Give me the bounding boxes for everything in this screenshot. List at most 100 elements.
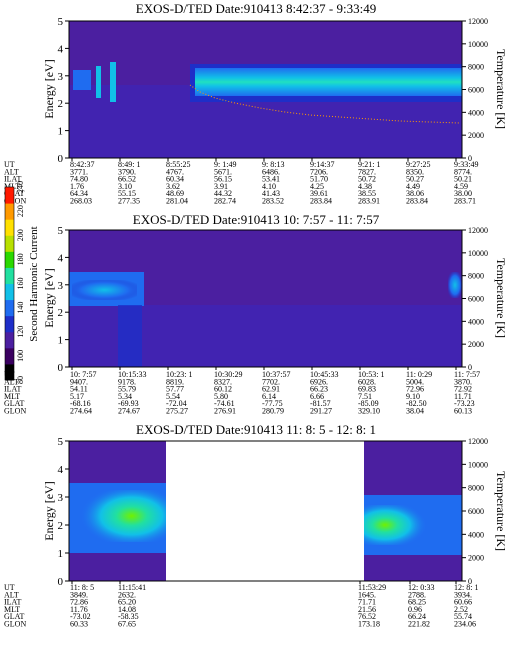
info-cell: 280.79 <box>262 407 284 416</box>
info-cell: 66.24 <box>408 612 426 621</box>
right-tick-label: 10000 <box>468 40 488 49</box>
panel-1-y-label-right: Temperature [K] <box>494 49 505 129</box>
info-cell: 51.70 <box>310 175 328 184</box>
info-cell: 4.25 <box>310 182 324 191</box>
info-cell: 4.49 <box>406 182 420 191</box>
info-cell: 5.17 <box>70 392 84 401</box>
right-tick-label: 4000 <box>468 108 484 117</box>
info-cell: 10:45:33 <box>310 370 338 379</box>
left-tick-label: 3 <box>58 280 64 292</box>
info-cell: 173.18 <box>358 620 380 629</box>
info-cell: -58.35 <box>118 612 139 621</box>
info-row-label: GLAT <box>4 612 25 621</box>
right-tick-label: 2000 <box>468 554 484 563</box>
colorbar-ticks: 80 100 120 140 160 180 200 220 240 <box>16 181 25 384</box>
info-cell: 66.52 <box>118 175 136 184</box>
colorbar-tick-label: 220 <box>16 205 25 217</box>
info-cell: 50.72 <box>358 175 376 184</box>
info-cell: -81.57 <box>310 399 331 408</box>
info-cell: 12: 8: 1 <box>454 583 478 592</box>
info-cell: 50.21 <box>454 175 472 184</box>
left-tick-label: 0 <box>58 576 64 588</box>
info-cell: 2.52 <box>454 605 468 614</box>
colorbar-tick-label: 100 <box>16 350 25 362</box>
right-tick-label: 12000 <box>468 226 488 235</box>
info-cell: 6028. <box>358 377 376 386</box>
info-cell: 283.71 <box>454 197 476 206</box>
panel-2-right-axis: 0 2000 4000 6000 8000 10000 12000 <box>462 226 488 372</box>
info-cell: 7702. <box>262 377 280 386</box>
info-cell: 9178. <box>118 377 136 386</box>
info-cell: 8819. <box>166 377 184 386</box>
info-cell: 282.74 <box>214 197 236 206</box>
info-cell: -74.61 <box>214 399 235 408</box>
info-cell: 11: 7:57 <box>454 370 480 379</box>
colorbar-swatch <box>5 203 14 220</box>
info-cell: 48.69 <box>166 189 184 198</box>
info-cell: 6926. <box>310 377 328 386</box>
panel-1-left-stripe-a <box>96 66 101 98</box>
info-cell: 11.76 <box>70 605 88 614</box>
info-cell: 3.91 <box>214 182 228 191</box>
info-cell: 72.96 <box>406 385 424 394</box>
info-cell: 67.65 <box>118 620 136 629</box>
right-tick-label: 8000 <box>468 484 484 493</box>
info-cell: -77.75 <box>262 399 283 408</box>
info-cell: 5.80 <box>214 392 228 401</box>
info-cell: 274.67 <box>118 407 140 416</box>
left-tick-label: 4 <box>58 43 64 55</box>
info-cell: 5.54 <box>166 392 180 401</box>
info-cell: 10:23: 1 <box>166 370 192 379</box>
right-tick-label: 2000 <box>468 340 484 349</box>
info-row-label: ALT <box>4 167 19 176</box>
left-tick-label: 5 <box>58 436 64 448</box>
info-cell: 9:27:25 <box>406 160 430 169</box>
colorbar-swatch <box>5 299 14 317</box>
info-row-label: ILAT <box>4 385 21 394</box>
info-cell: 4.38 <box>358 182 372 191</box>
info-row-label: GLON <box>4 197 26 206</box>
info-cell: 11:15:41 <box>118 583 146 592</box>
info-cell: 275.27 <box>166 407 188 416</box>
left-tick-label: 1 <box>58 126 64 138</box>
info-cell: 9: 1:49 <box>214 160 236 169</box>
info-cell: 7206. <box>310 167 328 176</box>
info-cell: 4.10 <box>262 182 276 191</box>
info-cell: 2788. <box>408 590 426 599</box>
info-cell: 3.10 <box>118 182 132 191</box>
info-cell: 39.61 <box>310 189 328 198</box>
info-row-label: UT <box>4 160 15 169</box>
colorbar-tick-label: 160 <box>16 278 25 290</box>
panel-2-y-label-left: Energy [eV] <box>42 268 56 327</box>
colorbar-swatch <box>5 251 14 268</box>
info-cell: 60.13 <box>454 407 472 416</box>
info-cell: 0.96 <box>408 605 422 614</box>
panel-1-title: EXOS-D/TED Date:910413 8:42:37 - 9:33:49 <box>136 1 376 16</box>
colorbar-swatch <box>5 331 14 349</box>
panel-1-right-axis: 0 2000 4000 6000 8000 10000 12000 <box>462 17 488 163</box>
colorbar-swatch <box>5 219 14 236</box>
info-cell: 53.41 <box>262 175 280 184</box>
info-cell: 6486. <box>262 167 280 176</box>
panel-1-left-axis: 0 1 2 3 4 5 <box>58 16 69 165</box>
panel-3: EXOS-D/TED Date:910413 11: 8: 5 - 12: 8:… <box>4 422 505 629</box>
info-cell: 9:14:37 <box>310 160 334 169</box>
right-tick-label: 6000 <box>468 295 484 304</box>
info-cell: 8350. <box>406 167 424 176</box>
panel-2-left-axis: 0 1 2 3 4 5 <box>58 225 69 374</box>
info-cell: 38.06 <box>406 189 424 198</box>
info-cell: 3.62 <box>166 182 180 191</box>
info-cell: 3790. <box>118 167 136 176</box>
info-cell: 11: 8: 5 <box>70 583 94 592</box>
info-cell: 10:15:33 <box>118 370 146 379</box>
colorbar-label: Second Harmonic Current <box>28 226 40 341</box>
info-cell: 10:37:57 <box>262 370 290 379</box>
info-cell: 11:53:29 <box>358 583 386 592</box>
right-tick-label: 4000 <box>468 530 484 539</box>
info-cell: 9.10 <box>406 392 420 401</box>
left-tick-label: 5 <box>58 225 64 237</box>
panel-1-left-stripe-b <box>110 62 116 102</box>
info-row-label: MLT <box>4 182 20 191</box>
right-tick-label: 2000 <box>468 131 484 140</box>
info-cell: 291.27 <box>310 407 332 416</box>
